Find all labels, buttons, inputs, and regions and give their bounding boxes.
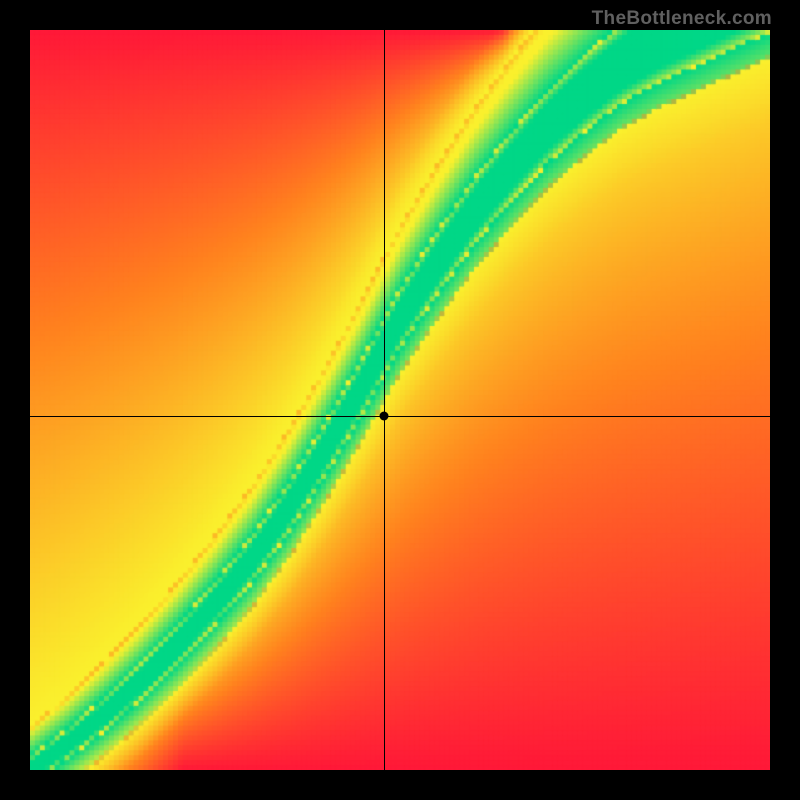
chart-container: TheBottleneck.com (0, 0, 800, 800)
crosshair-vertical (384, 30, 385, 770)
plot-area (30, 30, 770, 770)
watermark-text: TheBottleneck.com (592, 8, 772, 30)
crosshair-horizontal (30, 416, 770, 417)
heatmap-canvas (30, 30, 770, 770)
data-point-marker (379, 412, 388, 421)
